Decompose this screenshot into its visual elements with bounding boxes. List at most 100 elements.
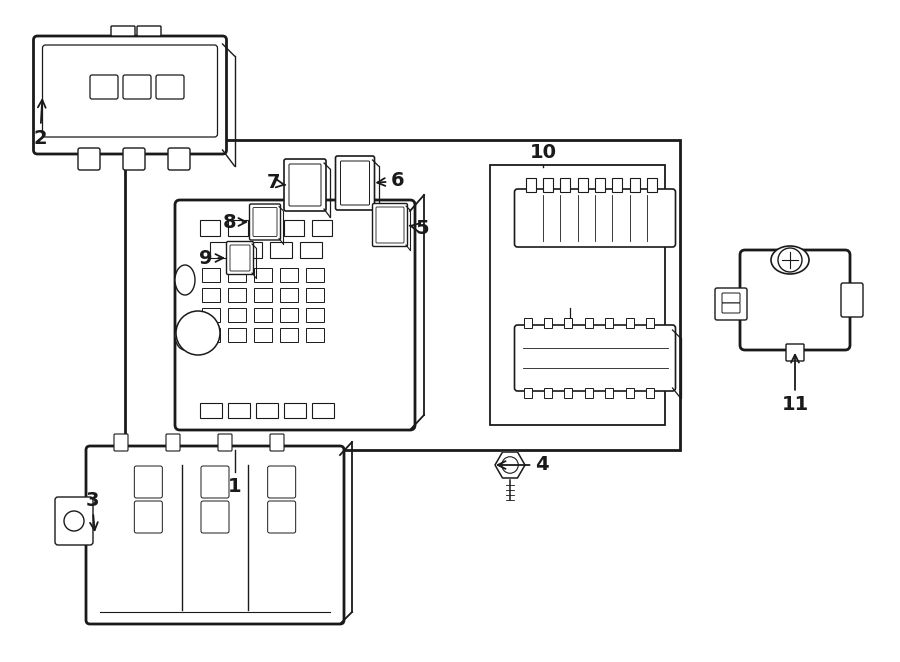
FancyBboxPatch shape — [166, 434, 180, 451]
Bar — [560, 178, 571, 192]
Bar — [524, 318, 532, 328]
Circle shape — [502, 457, 518, 473]
FancyBboxPatch shape — [515, 325, 676, 391]
Circle shape — [560, 288, 580, 308]
FancyBboxPatch shape — [111, 26, 135, 36]
Ellipse shape — [175, 265, 195, 295]
FancyBboxPatch shape — [201, 501, 229, 533]
Bar — [578, 178, 588, 192]
FancyBboxPatch shape — [376, 207, 404, 243]
FancyBboxPatch shape — [270, 434, 284, 451]
Bar — [254, 288, 272, 302]
Bar — [647, 178, 657, 192]
Bar — [605, 388, 613, 398]
FancyBboxPatch shape — [123, 75, 151, 99]
Text: 6: 6 — [377, 171, 405, 191]
Bar — [524, 388, 532, 398]
Bar — [280, 308, 298, 322]
Bar — [200, 403, 222, 418]
FancyBboxPatch shape — [715, 288, 747, 320]
FancyBboxPatch shape — [134, 501, 162, 533]
FancyBboxPatch shape — [33, 36, 227, 154]
FancyBboxPatch shape — [267, 501, 296, 533]
FancyBboxPatch shape — [267, 466, 296, 498]
FancyBboxPatch shape — [90, 75, 118, 99]
Bar — [284, 403, 306, 418]
Bar — [254, 308, 272, 322]
Bar — [605, 318, 613, 328]
Bar — [228, 308, 246, 322]
Circle shape — [778, 248, 802, 272]
Bar — [202, 288, 220, 302]
Bar — [306, 288, 324, 302]
Bar — [200, 220, 220, 236]
FancyBboxPatch shape — [134, 466, 162, 498]
Circle shape — [565, 293, 575, 303]
FancyBboxPatch shape — [168, 148, 190, 170]
Bar — [228, 268, 246, 282]
FancyBboxPatch shape — [86, 446, 344, 624]
FancyBboxPatch shape — [284, 159, 326, 211]
FancyBboxPatch shape — [42, 45, 218, 137]
Bar — [646, 318, 654, 328]
Bar — [490, 165, 665, 425]
Bar — [312, 403, 334, 418]
Bar — [544, 318, 552, 328]
FancyBboxPatch shape — [201, 466, 229, 498]
Text: 9: 9 — [199, 248, 223, 267]
Bar — [306, 308, 324, 322]
FancyBboxPatch shape — [373, 203, 408, 246]
Bar — [306, 268, 324, 282]
Bar — [254, 328, 272, 342]
Text: 2: 2 — [33, 100, 47, 148]
Bar — [254, 268, 272, 282]
FancyBboxPatch shape — [336, 156, 374, 210]
FancyBboxPatch shape — [249, 204, 281, 240]
Bar — [626, 388, 634, 398]
FancyBboxPatch shape — [253, 207, 277, 236]
Bar — [256, 220, 276, 236]
FancyBboxPatch shape — [137, 26, 161, 36]
Bar — [544, 388, 552, 398]
Bar — [306, 328, 324, 342]
FancyBboxPatch shape — [114, 434, 128, 451]
FancyBboxPatch shape — [230, 245, 250, 271]
Bar — [284, 220, 304, 236]
Bar — [280, 288, 298, 302]
FancyBboxPatch shape — [515, 189, 676, 247]
Text: 8: 8 — [223, 213, 247, 232]
FancyBboxPatch shape — [841, 283, 863, 317]
FancyBboxPatch shape — [218, 434, 232, 451]
FancyBboxPatch shape — [722, 293, 740, 303]
Bar — [280, 328, 298, 342]
Bar — [585, 388, 593, 398]
Circle shape — [64, 511, 84, 531]
Ellipse shape — [175, 320, 195, 350]
Bar — [280, 268, 298, 282]
Text: 11: 11 — [781, 355, 808, 414]
Text: 1: 1 — [229, 477, 242, 496]
Text: 5: 5 — [410, 218, 428, 238]
Bar — [612, 178, 623, 192]
Text: 3: 3 — [86, 491, 99, 530]
Bar — [125, 140, 680, 450]
Bar — [256, 403, 278, 418]
Bar — [585, 318, 593, 328]
FancyBboxPatch shape — [156, 75, 184, 99]
FancyBboxPatch shape — [55, 497, 93, 545]
Ellipse shape — [771, 246, 809, 274]
FancyBboxPatch shape — [786, 344, 804, 361]
Bar — [626, 318, 634, 328]
FancyBboxPatch shape — [175, 200, 415, 430]
FancyBboxPatch shape — [722, 303, 740, 313]
Bar — [564, 318, 572, 328]
FancyBboxPatch shape — [78, 148, 100, 170]
Bar — [564, 388, 572, 398]
Text: 10: 10 — [529, 144, 556, 162]
Bar — [300, 242, 322, 258]
FancyBboxPatch shape — [289, 164, 321, 206]
Bar — [228, 288, 246, 302]
Text: 4: 4 — [498, 455, 549, 475]
FancyBboxPatch shape — [340, 161, 370, 205]
Bar — [646, 388, 654, 398]
